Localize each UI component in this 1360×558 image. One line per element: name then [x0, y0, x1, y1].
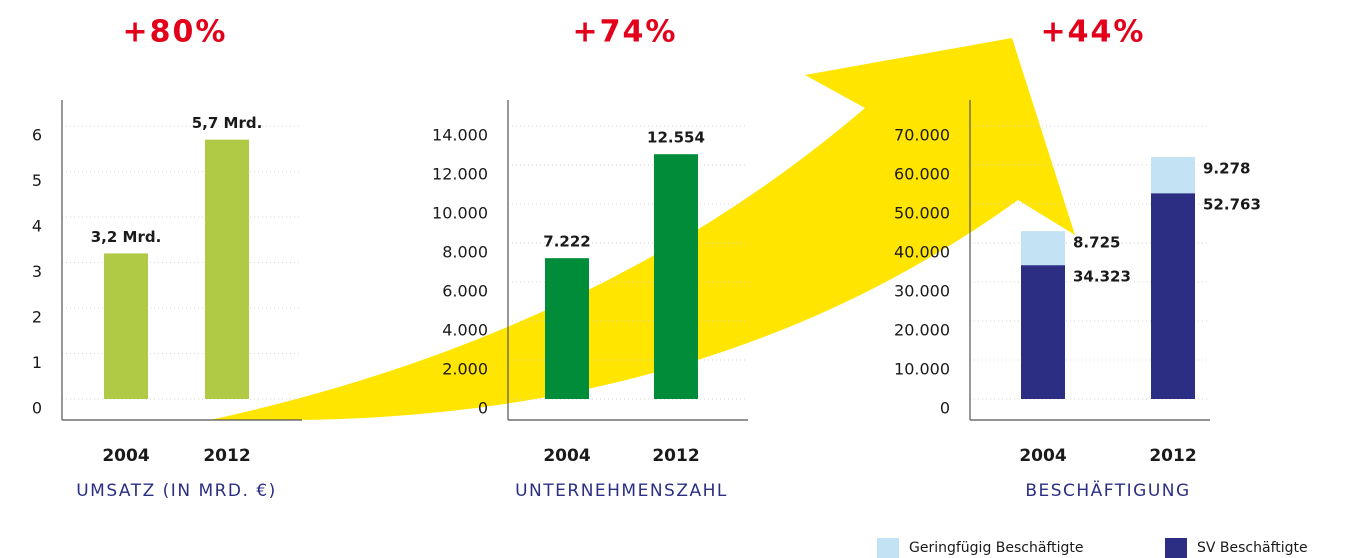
y-tick-label: 0 — [478, 399, 488, 418]
y-tick-label: 2.000 — [442, 360, 488, 379]
y-tick-label: 10.000 — [894, 360, 950, 379]
headline: +44% — [1041, 15, 1146, 50]
bar — [205, 140, 249, 399]
bar-segment — [1021, 231, 1065, 265]
bar-segment — [1151, 157, 1195, 193]
value-label: 8.725 — [1073, 234, 1120, 252]
y-tick-label: 14.000 — [432, 126, 488, 145]
y-tick-label: 20.000 — [894, 321, 950, 340]
value-label: 34.323 — [1073, 268, 1131, 286]
legend-label: Geringfügig Beschäftigte — [909, 540, 1084, 556]
value-label: 5,7 Mrd. — [192, 114, 263, 132]
value-label: 7.222 — [543, 233, 590, 251]
x-tick-label: 2012 — [203, 446, 250, 466]
bar-segment — [1151, 193, 1195, 399]
value-label: 9.278 — [1203, 160, 1250, 178]
value-label: 12.554 — [647, 129, 705, 147]
x-axis-title: UNTERNEHMENSZAHL — [515, 481, 728, 501]
y-tick-label: 12.000 — [432, 165, 488, 184]
bar-segment — [1021, 265, 1065, 399]
y-tick-label: 70.000 — [894, 126, 950, 145]
y-tick-label: 4 — [32, 217, 42, 236]
y-tick-label: 4.000 — [442, 321, 488, 340]
x-tick-label: 2012 — [652, 446, 699, 466]
bar — [104, 253, 148, 399]
value-label: 3,2 Mrd. — [91, 228, 162, 246]
x-tick-label: 2004 — [543, 446, 590, 466]
y-tick-label: 30.000 — [894, 282, 950, 301]
x-tick-label: 2004 — [102, 446, 149, 466]
y-tick-label: 0 — [940, 399, 950, 418]
y-tick-label: 5 — [32, 171, 42, 190]
value-label: 52.763 — [1203, 196, 1261, 214]
headline: +80% — [123, 15, 228, 50]
x-tick-label: 2004 — [1019, 446, 1066, 466]
bar — [545, 258, 589, 399]
bar — [654, 154, 698, 399]
y-tick-label: 6 — [32, 126, 42, 145]
legend-swatch — [1165, 538, 1187, 558]
y-tick-label: 8.000 — [442, 243, 488, 262]
x-axis-title: UMSATZ (IN MRD. €) — [76, 481, 277, 501]
y-tick-label: 0 — [32, 399, 42, 418]
legend-swatch — [877, 538, 899, 558]
y-tick-label: 40.000 — [894, 243, 950, 262]
legend-label: SV Beschäftigte — [1197, 540, 1308, 556]
x-tick-label: 2012 — [1149, 446, 1196, 466]
y-tick-label: 2 — [32, 308, 42, 327]
y-tick-label: 1 — [32, 353, 42, 372]
y-tick-label: 10.000 — [432, 204, 488, 223]
headline: +74% — [573, 15, 678, 50]
y-tick-label: 6.000 — [442, 282, 488, 301]
infographic: +80% 0 1 2 3 4 5 6 2004 2012 UMSATZ (IN MRD. €) 3,2… — [0, 0, 1360, 558]
y-tick-label: 60.000 — [894, 165, 950, 184]
x-axis-title: BESCHÄFTIGUNG — [1025, 480, 1190, 501]
y-tick-label: 50.000 — [894, 204, 950, 223]
y-tick-label: 3 — [32, 262, 42, 281]
